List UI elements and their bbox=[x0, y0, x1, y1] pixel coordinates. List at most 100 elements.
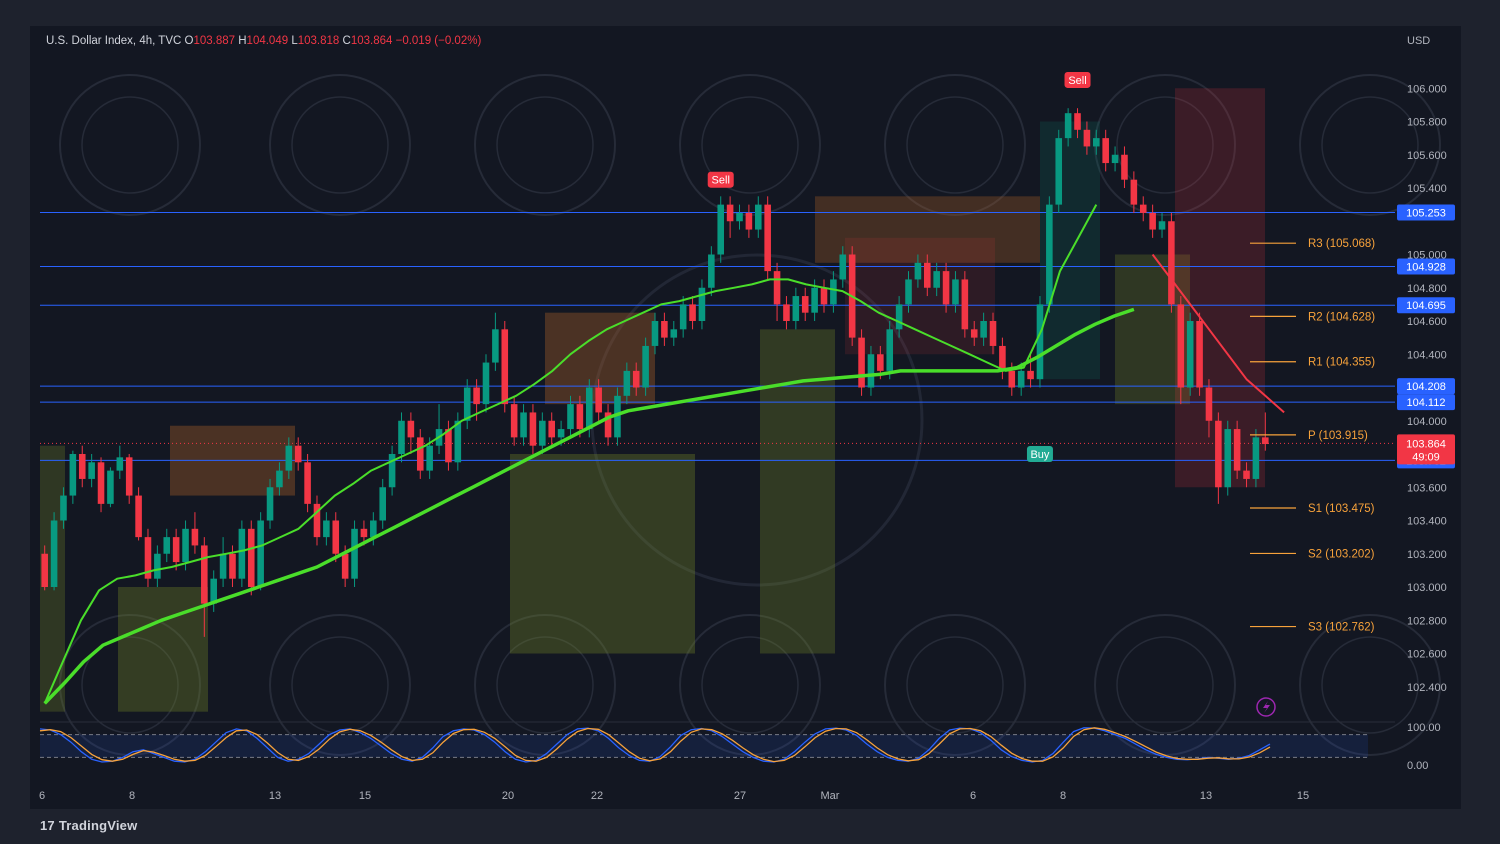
candle[interactable] bbox=[604, 412, 612, 438]
candle[interactable] bbox=[154, 553, 161, 579]
candle[interactable] bbox=[886, 329, 894, 371]
candle[interactable] bbox=[539, 420, 546, 446]
candle[interactable] bbox=[867, 354, 875, 388]
candle[interactable] bbox=[163, 537, 171, 554]
candle[interactable] bbox=[323, 520, 330, 538]
candle[interactable] bbox=[332, 520, 340, 554]
candle[interactable] bbox=[407, 420, 415, 438]
candle[interactable] bbox=[1130, 179, 1138, 205]
level-tag[interactable] bbox=[1397, 394, 1455, 411]
candle[interactable] bbox=[801, 296, 809, 313]
candle[interactable] bbox=[360, 528, 368, 538]
candle[interactable] bbox=[294, 445, 302, 463]
candle[interactable] bbox=[689, 304, 696, 321]
candle[interactable] bbox=[576, 404, 584, 430]
candle[interactable] bbox=[276, 470, 283, 488]
candle[interactable] bbox=[238, 528, 246, 579]
candle[interactable] bbox=[398, 420, 405, 454]
candle[interactable] bbox=[914, 262, 922, 280]
tradingview-brand[interactable]: 17 TradingView bbox=[40, 818, 137, 833]
candle[interactable] bbox=[698, 287, 706, 321]
candle[interactable] bbox=[482, 362, 490, 405]
candle[interactable] bbox=[1196, 321, 1203, 388]
candle[interactable] bbox=[1139, 204, 1147, 213]
candle[interactable] bbox=[557, 429, 565, 438]
candle[interactable] bbox=[595, 387, 602, 413]
candle[interactable] bbox=[510, 404, 518, 438]
sell-signal[interactable] bbox=[1064, 71, 1091, 88]
candle[interactable] bbox=[463, 387, 471, 421]
candle[interactable] bbox=[567, 404, 574, 430]
candle[interactable] bbox=[182, 528, 189, 563]
candle[interactable] bbox=[370, 520, 377, 538]
candle[interactable] bbox=[1177, 304, 1185, 388]
candle[interactable] bbox=[445, 429, 452, 463]
candle[interactable] bbox=[1074, 113, 1081, 130]
candle[interactable] bbox=[980, 321, 987, 338]
candle[interactable] bbox=[416, 437, 424, 471]
candle[interactable] bbox=[1233, 429, 1241, 471]
candle[interactable] bbox=[670, 329, 678, 338]
candle[interactable] bbox=[1158, 221, 1166, 230]
candle[interactable] bbox=[830, 279, 837, 305]
candle[interactable] bbox=[247, 528, 255, 587]
candle[interactable] bbox=[1008, 370, 1016, 388]
candle[interactable] bbox=[1102, 138, 1109, 164]
candle[interactable] bbox=[642, 345, 649, 388]
candle[interactable] bbox=[623, 370, 631, 396]
candle[interactable] bbox=[191, 528, 199, 546]
candle[interactable] bbox=[970, 329, 978, 338]
candle[interactable] bbox=[107, 470, 114, 504]
candle[interactable] bbox=[924, 262, 931, 288]
candle[interactable] bbox=[811, 287, 818, 313]
candle[interactable] bbox=[679, 304, 687, 330]
candle[interactable] bbox=[1111, 154, 1119, 164]
level-tag[interactable] bbox=[1397, 297, 1455, 314]
signals-layer[interactable]: Sell Sell Buy bbox=[707, 71, 1091, 462]
candle[interactable] bbox=[651, 321, 659, 346]
candle[interactable] bbox=[1036, 304, 1044, 380]
candle[interactable] bbox=[172, 537, 180, 563]
candle[interactable] bbox=[717, 204, 725, 255]
candle[interactable] bbox=[144, 537, 152, 579]
candle[interactable] bbox=[1055, 138, 1063, 205]
candle[interactable] bbox=[520, 412, 527, 438]
candle[interactable] bbox=[764, 204, 771, 272]
buy-signal[interactable] bbox=[1026, 446, 1053, 462]
candle[interactable] bbox=[661, 321, 668, 338]
level-tag[interactable] bbox=[1397, 258, 1455, 275]
candle[interactable] bbox=[285, 445, 293, 471]
candle[interactable] bbox=[1252, 437, 1260, 479]
candle[interactable] bbox=[792, 296, 800, 321]
candle[interactable] bbox=[454, 420, 462, 463]
sell-signal[interactable] bbox=[707, 171, 734, 188]
candle[interactable] bbox=[379, 487, 386, 521]
candle[interactable] bbox=[341, 553, 349, 579]
candle[interactable] bbox=[426, 445, 433, 471]
candle[interactable] bbox=[999, 345, 1006, 371]
candle[interactable] bbox=[529, 412, 537, 446]
candle[interactable] bbox=[1215, 420, 1222, 488]
candle[interactable] bbox=[266, 487, 274, 521]
candle[interactable] bbox=[839, 254, 847, 280]
candle[interactable] bbox=[304, 462, 311, 504]
candle[interactable] bbox=[632, 370, 640, 388]
candle[interactable] bbox=[989, 321, 997, 346]
candle[interactable] bbox=[388, 454, 396, 488]
candle[interactable] bbox=[229, 553, 236, 579]
candle[interactable] bbox=[736, 212, 743, 222]
candle[interactable] bbox=[69, 454, 77, 496]
candle[interactable] bbox=[1064, 113, 1072, 139]
candle[interactable] bbox=[1205, 387, 1213, 421]
candle[interactable] bbox=[78, 454, 86, 479]
candle[interactable] bbox=[905, 279, 912, 305]
candle[interactable] bbox=[125, 457, 133, 496]
candle[interactable] bbox=[783, 304, 790, 321]
candle[interactable] bbox=[1243, 470, 1250, 479]
stoch-pane[interactable]: 100.00 0.00 bbox=[39, 722, 1441, 772]
candle[interactable] bbox=[257, 520, 264, 588]
candle[interactable] bbox=[60, 495, 67, 521]
candle[interactable] bbox=[210, 578, 217, 604]
candle[interactable] bbox=[952, 279, 959, 305]
candle[interactable] bbox=[351, 528, 358, 579]
